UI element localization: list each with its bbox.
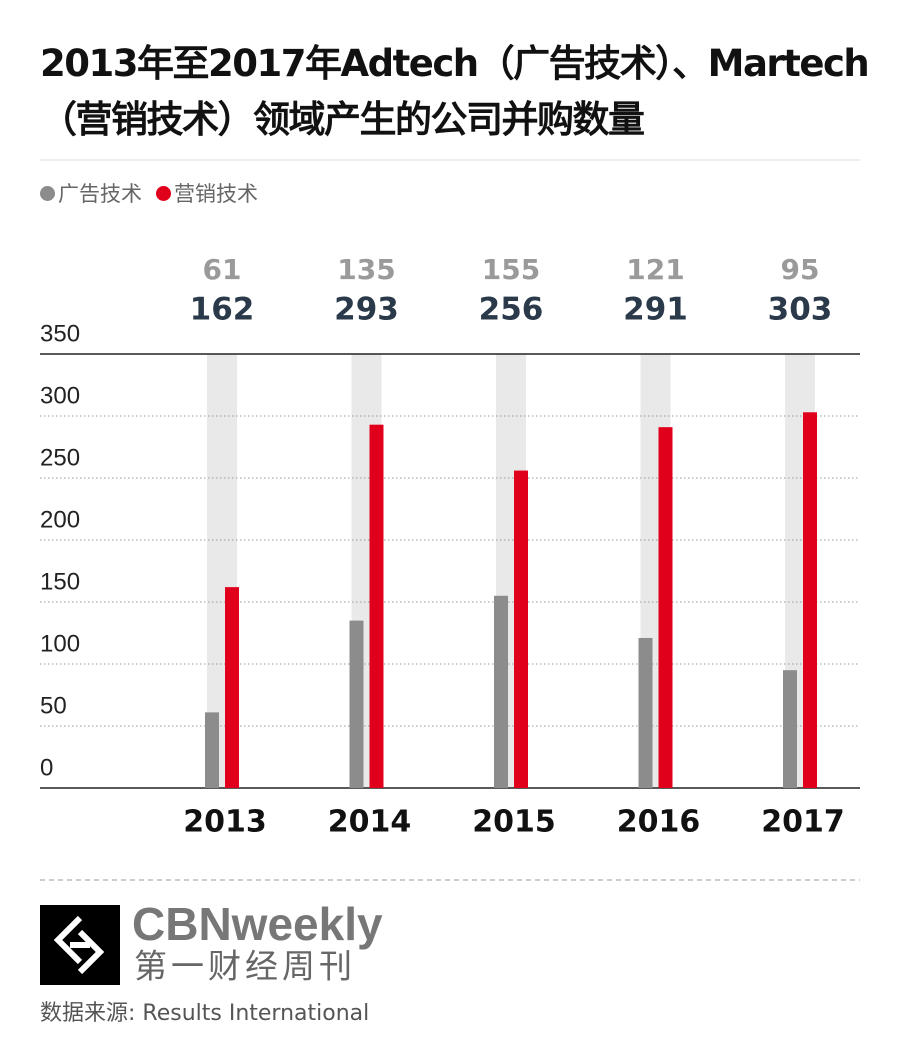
logo (40, 905, 120, 985)
y-tick-label: 0 (40, 754, 53, 781)
y-tick-label: 250 (40, 444, 80, 471)
brand-cn: 第一财经周刊 (134, 947, 356, 986)
bar (638, 637, 653, 788)
legend-item: 广告技术 (40, 178, 142, 208)
legend-label: 广告技术 (58, 182, 142, 206)
legend-label: 营销技术 (174, 182, 258, 206)
bar (658, 427, 673, 788)
bar (205, 712, 219, 788)
bar (349, 620, 364, 788)
bar (494, 595, 508, 788)
x-tick-label: 2014 (328, 805, 412, 840)
brand: CBNweekly (132, 898, 383, 950)
x-tick-label: 2015 (472, 805, 556, 840)
source: 数据来源: Results International (40, 1001, 369, 1026)
y-tick-label: 100 (40, 630, 80, 657)
value-label: 135 (337, 253, 395, 286)
y-tick-label: 50 (40, 692, 67, 719)
legend-item: 营销技术 (156, 178, 258, 208)
value-label: 293 (334, 292, 399, 328)
bar (225, 587, 239, 788)
x-tick-label: 2017 (761, 805, 845, 840)
bar (783, 670, 797, 788)
value-label: 155 (482, 253, 540, 286)
bar (369, 424, 384, 788)
bar (803, 412, 817, 788)
bar (514, 470, 528, 788)
y-tick-label: 150 (40, 568, 80, 595)
value-label: 95 (781, 253, 820, 286)
y-tick-label: 200 (40, 506, 80, 533)
y-tick-label: 300 (40, 382, 80, 409)
legend-swatch (40, 185, 55, 201)
value-label: 61 (203, 253, 242, 286)
y-tick-label: 350 (40, 320, 80, 347)
value-label: 291 (623, 292, 688, 328)
x-tick-label: 2016 (617, 805, 701, 840)
x-tick-label: 2013 (183, 805, 267, 840)
legend-swatch (156, 185, 171, 201)
value-label: 121 (626, 253, 684, 286)
chart-title: 2013年至2017年Adtech（广告技术）、Martech（营销技术）领域产… (40, 42, 870, 141)
legend: 广告技术 营销技术 (40, 178, 258, 208)
value-label: 303 (768, 292, 833, 328)
value-label: 162 (190, 292, 255, 328)
value-label: 256 (479, 292, 544, 328)
